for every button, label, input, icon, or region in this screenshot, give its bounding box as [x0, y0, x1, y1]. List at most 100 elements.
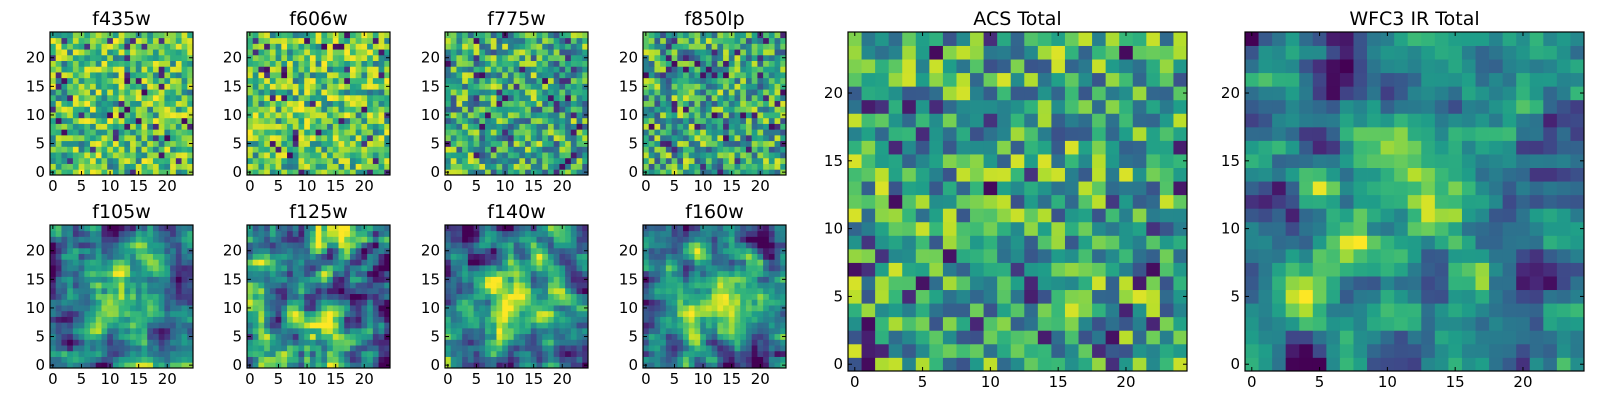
heatmap-cell: [118, 242, 125, 249]
heatmap-cell: [112, 362, 120, 369]
heatmap-cell: [95, 339, 102, 346]
heatmap-cell: [258, 83, 265, 90]
heatmap-cell: [751, 54, 758, 61]
heatmap-cell: [683, 94, 690, 102]
heatmap-cell: [536, 123, 543, 130]
heatmap-cell: [648, 77, 655, 84]
heatmap-cell: [456, 140, 463, 147]
heatmap-cell: [90, 299, 97, 306]
heatmap-cell: [332, 163, 339, 170]
heatmap-cell: [536, 362, 543, 369]
heatmap-cell: [67, 146, 74, 153]
heatmap-cell: [118, 123, 125, 130]
heatmap-cell: [304, 152, 311, 159]
heatmap-cell: [479, 112, 486, 119]
heatmap-cell: [450, 270, 457, 277]
heatmap-cell: [519, 293, 526, 300]
heatmap-cell: [315, 129, 322, 136]
heatmap-cell: [582, 265, 589, 272]
heatmap-cell: [281, 123, 288, 130]
heatmap-cell: [344, 299, 351, 306]
heatmap-cell: [124, 350, 131, 357]
heatmap-cell: [688, 327, 695, 335]
heatmap-cell: [141, 157, 148, 164]
heatmap-cell: [553, 106, 560, 113]
heatmap-cell: [349, 259, 357, 266]
heatmap-cell: [671, 106, 678, 113]
heatmap-cell: [332, 350, 339, 357]
heatmap-cell: [763, 146, 770, 153]
heatmap-cell: [559, 134, 566, 142]
heatmap-cell: [700, 112, 707, 119]
heatmap-cell: [502, 134, 509, 142]
heatmap-cell: [542, 327, 549, 335]
heatmap-cell: [519, 265, 526, 272]
heatmap-cell: [292, 77, 299, 84]
heatmap-cell: [462, 129, 469, 136]
heatmap-cell: [349, 94, 357, 102]
heatmap-cell: [740, 163, 747, 170]
heatmap-cell: [536, 169, 543, 176]
heatmap-cell: [490, 100, 497, 107]
heatmap-cell: [338, 123, 345, 130]
heatmap-cell: [660, 117, 667, 124]
heatmap-cell: [723, 77, 730, 84]
heatmap-cell: [559, 287, 566, 295]
heatmap-cell: [101, 276, 108, 283]
heatmap-cell: [445, 106, 452, 113]
heatmap-cell: [321, 129, 328, 136]
heatmap-cell: [780, 316, 787, 323]
heatmap-cell: [519, 32, 526, 39]
heatmap-cell: [768, 83, 775, 90]
heatmap-cell: [247, 60, 254, 67]
heatmap-cell: [757, 333, 764, 340]
heatmap-cell: [124, 253, 131, 260]
heatmap-cell: [247, 43, 254, 50]
heatmap-cell: [467, 134, 474, 142]
heatmap-cell: [135, 287, 142, 295]
heatmap-cell: [519, 236, 526, 243]
heatmap-cell: [507, 100, 515, 107]
heatmap-cell: [780, 32, 787, 39]
heatmap-cell: [565, 327, 572, 335]
heatmap-cell: [349, 146, 357, 153]
heatmap-cell: [485, 140, 492, 147]
heatmap-cell: [349, 276, 357, 283]
heatmap-cell: [124, 316, 131, 323]
heatmap-cell: [660, 54, 667, 61]
heatmap-cell: [450, 117, 457, 124]
heatmap-cell: [292, 333, 299, 340]
heatmap-cell: [298, 350, 305, 357]
heatmap-cell: [717, 140, 724, 147]
heatmap-cell: [304, 94, 311, 102]
heatmap-cell: [643, 72, 650, 79]
heatmap-cell: [507, 123, 515, 130]
heatmap-cell: [456, 265, 463, 272]
heatmap-cell: [338, 236, 345, 243]
heatmap-cell: [711, 333, 718, 340]
heatmap-cell: [252, 169, 259, 176]
heatmap-cell: [525, 32, 532, 39]
heatmap-cell: [175, 157, 182, 164]
heatmap-cell: [170, 236, 177, 243]
heatmap-cell: [677, 89, 684, 96]
heatmap-cell: [502, 270, 509, 277]
heatmap-cell: [332, 259, 339, 266]
heatmap-cell: [576, 362, 583, 369]
heatmap-cell: [745, 169, 753, 176]
heatmap-cell: [55, 310, 62, 317]
heatmap-cell: [275, 259, 282, 266]
heatmap-cell: [181, 100, 188, 107]
heatmap-cell: [90, 129, 97, 136]
heatmap-cell: [745, 362, 753, 369]
heatmap-cell: [292, 287, 299, 295]
heatmap-cell: [327, 253, 334, 260]
heatmap-cell: [576, 140, 583, 147]
heatmap-cell: [490, 327, 497, 335]
heatmap-cell: [677, 129, 684, 136]
heatmap-cell: [450, 146, 457, 153]
heatmap-cell: [372, 293, 379, 300]
heatmap-cell: [344, 66, 351, 73]
heatmap-cell: [768, 43, 775, 50]
